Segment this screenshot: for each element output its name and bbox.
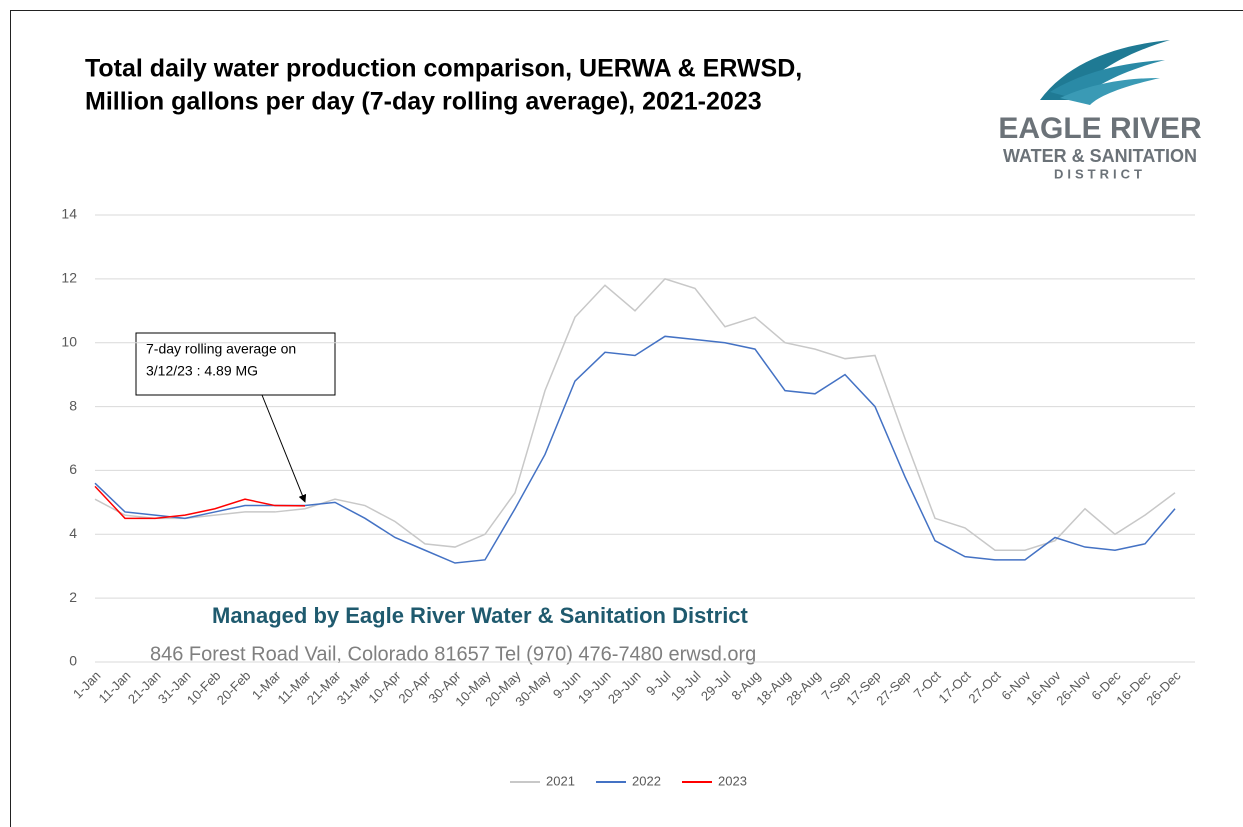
annotation: 7-day rolling average on	[146, 341, 296, 357]
x-tick-label: 20-Feb	[214, 668, 254, 708]
y-tick-label: 0	[69, 653, 77, 669]
x-tick-label: 27-Sep	[873, 668, 913, 708]
y-tick-label: 12	[61, 270, 77, 286]
annotation-box	[135, 332, 336, 396]
footer-title: Managed by Eagle River Water & Sanitatio…	[212, 603, 749, 628]
annotation-arrow	[261, 394, 307, 503]
logo-text: WATER & SANITATION	[1003, 146, 1197, 166]
footer-address: 846 Forest Road Vail, Colorado 81657 Tel…	[150, 643, 756, 665]
y-tick-label: 8	[69, 397, 77, 413]
x-tick-label: 26-Dec	[1143, 668, 1184, 709]
x-tick-label: 29-Jul	[698, 668, 734, 704]
x-tick-label: 26-Nov	[1053, 668, 1094, 709]
y-tick-label: 4	[69, 525, 77, 541]
chart-title: Million gallons per day (7-day rolling a…	[85, 88, 762, 116]
x-tick-label: 19-Jul	[668, 668, 704, 704]
x-tick-label: 27-Oct	[965, 668, 1003, 706]
legend-label: 2022	[632, 773, 661, 788]
series-line	[94, 277, 1176, 551]
x-tick-label: 29-Jun	[605, 668, 644, 707]
x-tick-label: 21-Jan	[125, 668, 164, 707]
chart-title: Total daily water production comparison,…	[85, 55, 802, 83]
logo-text: DISTRICT	[1054, 166, 1146, 181]
y-tick-label: 6	[69, 461, 77, 477]
x-tick-label: 31-Mar	[334, 667, 374, 707]
logo-text: EAGLE RIVER	[998, 112, 1202, 145]
x-tick-label: 19-Jun	[575, 668, 614, 707]
logo: EAGLE RIVER WATER & SANITATION DISTRICT	[998, 40, 1202, 181]
x-tick-label: 10-Apr	[365, 667, 404, 706]
x-tick-label: 28-Aug	[783, 668, 823, 708]
series-line	[94, 485, 306, 520]
annotation: 3/12/23 : 4.89 MG	[146, 363, 258, 379]
frame	[10, 10, 1243, 827]
y-tick-label: 14	[61, 206, 77, 222]
legend-label: 2023	[718, 773, 747, 788]
y-tick-label: 10	[61, 333, 77, 349]
legend-label: 2021	[546, 773, 575, 788]
y-tick-label: 2	[69, 589, 77, 605]
x-tick-label: 17-Oct	[935, 668, 973, 706]
x-tick-label: 20-Apr	[395, 667, 434, 706]
